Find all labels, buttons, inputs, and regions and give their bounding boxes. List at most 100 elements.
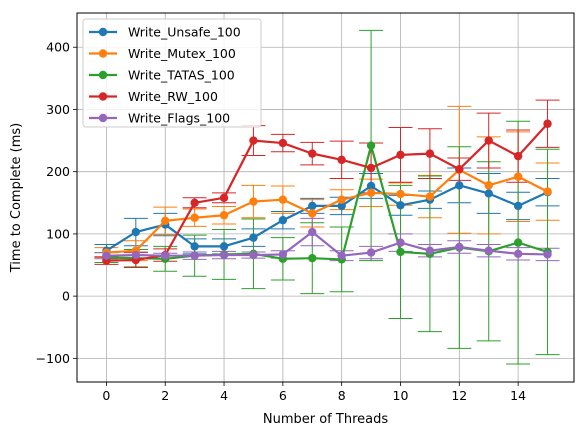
data-point [425,149,435,158]
data-point [396,189,405,199]
legend-marker [98,113,108,123]
x-tick-label: 6 [279,388,287,403]
x-tick-label: 14 [510,388,526,403]
data-point [249,250,258,260]
y-tick-label: 300 [46,102,70,117]
data-point [455,242,464,252]
y-tick-label: 0 [62,289,70,304]
data-point [161,251,170,260]
data-point [190,251,199,260]
y-tick-label: −100 [36,351,70,366]
data-point [513,238,523,247]
x-tick-label: 8 [338,388,346,403]
data-point [308,227,317,237]
data-point [366,141,376,150]
data-point [249,233,258,242]
data-point [396,150,405,160]
series-Write_Mutex_100 [102,165,552,257]
data-point [308,201,317,211]
data-point [219,250,229,260]
data-point [278,216,288,225]
data-point [366,188,376,198]
legend-label: Write_TATAS_100 [128,68,235,83]
data-point [366,163,376,173]
legend-marker [98,27,108,37]
x-tick-label: 12 [451,388,467,403]
data-point [308,209,317,218]
data-point [513,201,523,211]
data-point [513,249,523,259]
y-axis-label: Time to Complete (ms) [9,123,24,274]
x-tick-label: 4 [220,388,228,403]
data-point [219,242,229,251]
data-point [455,181,464,190]
series-lines [102,119,552,265]
data-point [425,192,435,201]
series-line [106,230,548,257]
legend-box [82,18,262,128]
data-point [278,138,288,148]
data-point [337,201,346,211]
data-point [425,246,435,255]
data-point [484,181,493,190]
legend-entry: Write_Mutex_100 [89,46,236,61]
x-tick-label: 2 [161,388,169,403]
data-point [484,189,493,198]
legend-label: Write_Unsafe_100 [128,25,241,40]
data-point [131,227,141,237]
data-point [337,251,346,260]
data-point [543,250,552,259]
y-tick-label: 400 [46,40,70,55]
data-point [190,198,199,207]
legend-entry: Write_TATAS_100 [89,68,235,83]
data-point [513,151,523,161]
data-point [484,136,493,145]
data-point [219,193,229,203]
data-point [396,238,405,247]
data-point [278,250,288,259]
data-point [190,213,199,222]
data-point [484,246,493,255]
data-point [543,119,552,128]
data-point [396,247,405,257]
y-tick-label: 200 [46,164,70,179]
legend-label: Write_Mutex_100 [128,46,236,61]
data-point [278,195,288,204]
series-line [106,168,549,254]
legend-label: Write_RW_100 [128,89,218,104]
x-axis-label: Number of Threads [263,412,388,427]
series-Write_Flags_100 [102,227,552,260]
data-point [131,250,141,260]
legend-marker [98,70,108,80]
data-point [308,253,317,263]
data-point [219,211,229,220]
plot-area-frame [76,12,575,383]
data-point [337,155,346,165]
data-point [455,164,464,174]
data-point [396,201,405,210]
axis-ticks: 0 2 4 6 8 10 12 14 −100 0 100 200 300 400 [36,40,526,403]
data-point [249,197,258,206]
legend-label: Write_Flags_100 [128,111,230,126]
data-point [366,248,376,257]
legend-marker [98,92,108,101]
data-point [337,195,346,204]
y-tick-label: 100 [46,226,70,241]
legend-entry: Write_Flags_100 [89,111,230,126]
legend-entry: Write_Unsafe_100 [89,25,241,40]
x-tick-label: 10 [393,388,409,403]
legend: Write_Unsafe_100 Write_Mutex_100 Write_TAT… [82,18,262,128]
data-point [513,172,523,181]
data-point [366,181,376,191]
data-point [249,136,258,145]
data-point [308,149,317,158]
series-line [106,123,549,262]
x-tick-label: 0 [102,388,110,403]
legend-entry: Write_RW_100 [89,89,218,104]
data-point [543,187,552,196]
data-point [161,216,170,226]
legend-marker [98,49,108,58]
data-point [190,242,199,251]
data-point [102,251,111,260]
